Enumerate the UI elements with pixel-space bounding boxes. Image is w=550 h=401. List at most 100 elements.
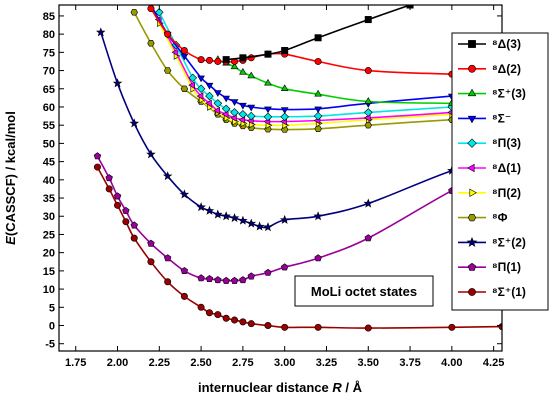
data-point <box>164 278 172 286</box>
legend-item: ⁸Π(1) <box>458 260 521 274</box>
data-point <box>180 292 188 300</box>
data-point <box>280 84 289 91</box>
data-point <box>205 56 213 64</box>
data-point <box>188 81 195 90</box>
annotation-box: MoLi octet states <box>294 275 434 307</box>
data-point <box>264 50 272 58</box>
data-point <box>246 218 257 228</box>
data-point <box>130 221 138 229</box>
x-tick-label: 3.75 <box>399 357 420 369</box>
data-point <box>314 34 322 42</box>
y-axis-title: E(CASSCF) / kcal/mol <box>3 111 18 245</box>
data-point <box>448 323 456 331</box>
data-point <box>196 92 204 100</box>
data-point <box>238 109 248 119</box>
data-point <box>239 276 247 284</box>
y-tick-label: 20 <box>43 248 55 260</box>
data-point <box>313 111 323 121</box>
data-point <box>230 62 239 70</box>
data-point <box>221 110 229 119</box>
data-point <box>314 89 322 97</box>
data-point <box>314 57 322 65</box>
data-point <box>205 309 213 317</box>
data-point <box>238 215 248 225</box>
legend-label: ⁸Φ <box>492 211 508 225</box>
data-point <box>239 102 247 110</box>
legend-marker <box>467 214 477 222</box>
legend-item: ⁸Σ⁻ <box>458 111 511 125</box>
data-point <box>197 303 205 311</box>
y-tick-label: 15 <box>43 266 55 278</box>
data-point <box>222 276 230 284</box>
data-point <box>314 125 322 132</box>
y-tick-label: 75 <box>43 47 55 59</box>
data-point <box>213 90 222 97</box>
series-group <box>155 7 502 122</box>
data-point <box>122 206 130 214</box>
y-tick-label: 65 <box>43 84 55 96</box>
y-tick-label: 35 <box>43 193 55 205</box>
x-tick-label: 2.75 <box>232 357 253 369</box>
data-point <box>180 85 189 92</box>
y-tick-label: 25 <box>43 229 55 241</box>
x-tick-label: 4.25 <box>483 357 504 369</box>
data-point <box>222 95 231 103</box>
data-point <box>130 234 138 242</box>
data-point <box>180 47 188 55</box>
legend-marker <box>467 115 477 124</box>
data-point <box>281 323 289 331</box>
data-point <box>264 78 272 86</box>
y-tick-label: 10 <box>43 284 55 296</box>
legend-label: ⁸Δ(2) <box>492 62 521 76</box>
data-point <box>188 73 198 83</box>
data-point <box>263 112 273 122</box>
data-point <box>95 27 106 37</box>
data-point <box>180 53 189 61</box>
legend-item: ⁸Δ(1) <box>458 161 521 175</box>
data-point <box>213 209 223 219</box>
data-point <box>246 111 256 121</box>
x-tick-label: 1.75 <box>65 357 86 369</box>
data-point <box>313 211 323 221</box>
data-point <box>179 189 190 199</box>
data-point <box>205 82 214 90</box>
y-tick-label: 40 <box>43 175 55 187</box>
series-group <box>222 5 414 64</box>
data-point <box>147 5 155 13</box>
data-point <box>205 275 214 283</box>
data-point <box>197 274 205 282</box>
legend: ⁸Δ(3) ⁸Δ(2) ⁸Σ⁺(3) ⁸Σ⁻ ⁸Π(3) ⁸Δ(1) ⁸Π(2) ⁸Φ ⁸Σ⁺(… <box>451 32 549 311</box>
data-point <box>264 322 272 330</box>
legend-marker <box>467 163 475 173</box>
data-point <box>222 314 230 322</box>
data-point <box>230 276 239 284</box>
x-tick-label: 3.50 <box>358 357 379 369</box>
data-point <box>214 276 222 284</box>
data-point <box>314 106 322 114</box>
x-tick-label: 2.25 <box>149 357 170 369</box>
x-tick-label: 3.25 <box>316 357 337 369</box>
data-point <box>105 185 113 193</box>
data-point <box>205 99 212 108</box>
data-point <box>204 205 215 215</box>
data-point <box>364 122 372 129</box>
ticks-layer: 1.75 2.00 2.25 2.50 2.75 3.00 3.25 3.50 3.75 4.00… <box>43 5 504 369</box>
legend-label: ⁸Π(2) <box>492 186 521 200</box>
data-point <box>230 108 239 117</box>
series-group <box>148 5 502 115</box>
data-point <box>93 152 102 160</box>
data-point <box>247 320 255 328</box>
data-point <box>363 108 373 117</box>
x-axis-title: internuclear distance R / Å <box>198 380 363 395</box>
data-point <box>147 239 155 247</box>
legend-label: ⁸Σ⁺(2) <box>492 235 526 249</box>
data-point <box>239 318 247 326</box>
data-point <box>221 211 231 221</box>
x-tick-label: 2.50 <box>190 357 211 369</box>
x-tick-label: 3.00 <box>274 357 295 369</box>
legend-item: ⁸Σ⁺(3) <box>458 87 526 101</box>
legend-marker <box>469 188 477 198</box>
y-tick-label: 80 <box>43 29 55 41</box>
data-point <box>279 214 290 224</box>
